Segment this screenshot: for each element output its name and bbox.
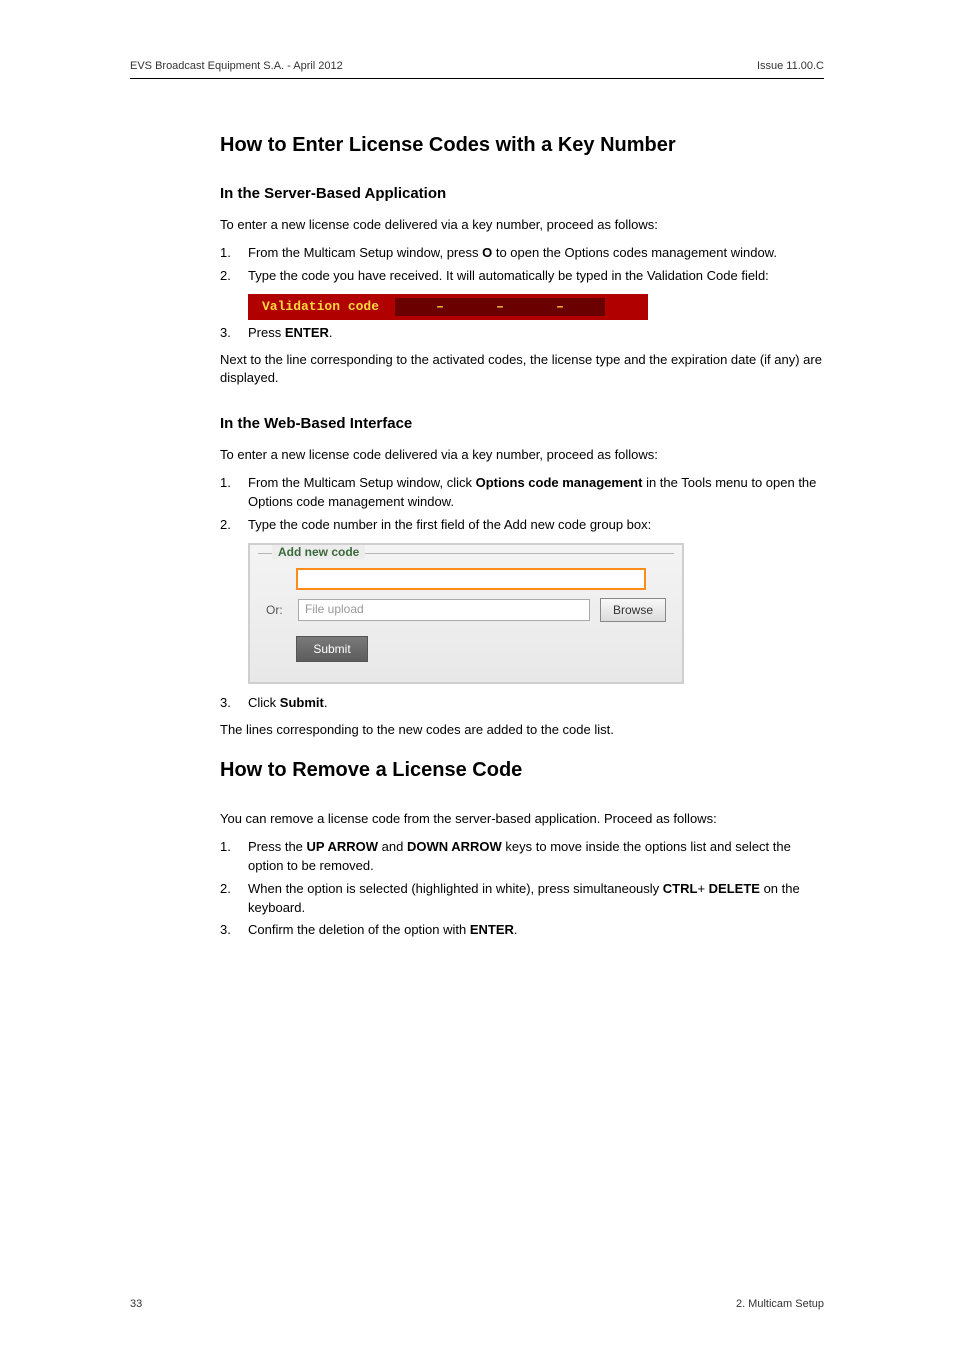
list-item: 1. From the Multicam Setup window, press…: [220, 244, 824, 263]
intro-web: To enter a new license code delivered vi…: [220, 446, 824, 464]
subheading-web: In the Web-Based Interface: [220, 415, 824, 432]
steps-remove: 1. Press the UP ARROW and DOWN ARROW key…: [220, 838, 824, 940]
section-title-remove: How to Remove a License Code: [220, 759, 824, 782]
list-item: 3. Confirm the deletion of the option wi…: [220, 921, 824, 940]
footer-section: 2. Multicam Setup: [736, 1298, 824, 1310]
add-new-code-screenshot: Add new code Or: File upload Browse Subm…: [248, 543, 684, 684]
list-item: 2. When the option is selected (highligh…: [220, 880, 824, 918]
footer-page-number: 33: [130, 1298, 142, 1310]
list-item: 3. Click Submit.: [220, 694, 824, 713]
steps-server-cont: 3. Press ENTER.: [220, 324, 824, 343]
intro-remove: You can remove a license code from the s…: [220, 810, 824, 828]
section-title-enter: How to Enter License Codes with a Key Nu…: [220, 134, 824, 157]
header-left: EVS Broadcast Equipment S.A. - April 201…: [130, 60, 343, 72]
steps-web: 1. From the Multicam Setup window, click…: [220, 474, 824, 535]
validation-field: – – –: [395, 298, 605, 316]
file-upload-input[interactable]: File upload: [298, 599, 590, 621]
add-code-row2: Or: File upload Browse: [266, 598, 666, 622]
browse-button[interactable]: Browse: [600, 598, 666, 622]
page-header: EVS Broadcast Equipment S.A. - April 201…: [130, 60, 824, 79]
content-area: How to Enter License Codes with a Key Nu…: [220, 134, 824, 940]
header-right: Issue 11.00.C: [757, 60, 824, 72]
validation-code-screenshot: Validation code – – –: [248, 294, 648, 320]
list-item: 2. Type the code number in the first fie…: [220, 516, 824, 535]
add-code-legend: Add new code: [272, 545, 365, 559]
add-code-fieldset: Add new code Or: File upload Browse Subm…: [258, 553, 674, 674]
outro-server: Next to the line corresponding to the ac…: [220, 351, 824, 387]
intro-server: To enter a new license code delivered vi…: [220, 216, 824, 234]
list-item: 1. Press the UP ARROW and DOWN ARROW key…: [220, 838, 824, 876]
steps-server: 1. From the Multicam Setup window, press…: [220, 244, 824, 286]
list-item: 2. Type the code you have received. It w…: [220, 267, 824, 286]
submit-button[interactable]: Submit: [296, 636, 368, 662]
list-item: 3. Press ENTER.: [220, 324, 824, 343]
outro-web: The lines corresponding to the new codes…: [220, 721, 824, 739]
code-input[interactable]: [296, 568, 646, 590]
steps-web-cont: 3. Click Submit.: [220, 694, 824, 713]
list-item: 1. From the Multicam Setup window, click…: [220, 474, 824, 512]
add-code-row1: [296, 568, 666, 590]
subheading-server: In the Server-Based Application: [220, 185, 824, 202]
validation-label: Validation code: [262, 299, 379, 314]
page-footer: 33 2. Multicam Setup: [130, 1298, 824, 1310]
or-label: Or:: [266, 603, 288, 617]
